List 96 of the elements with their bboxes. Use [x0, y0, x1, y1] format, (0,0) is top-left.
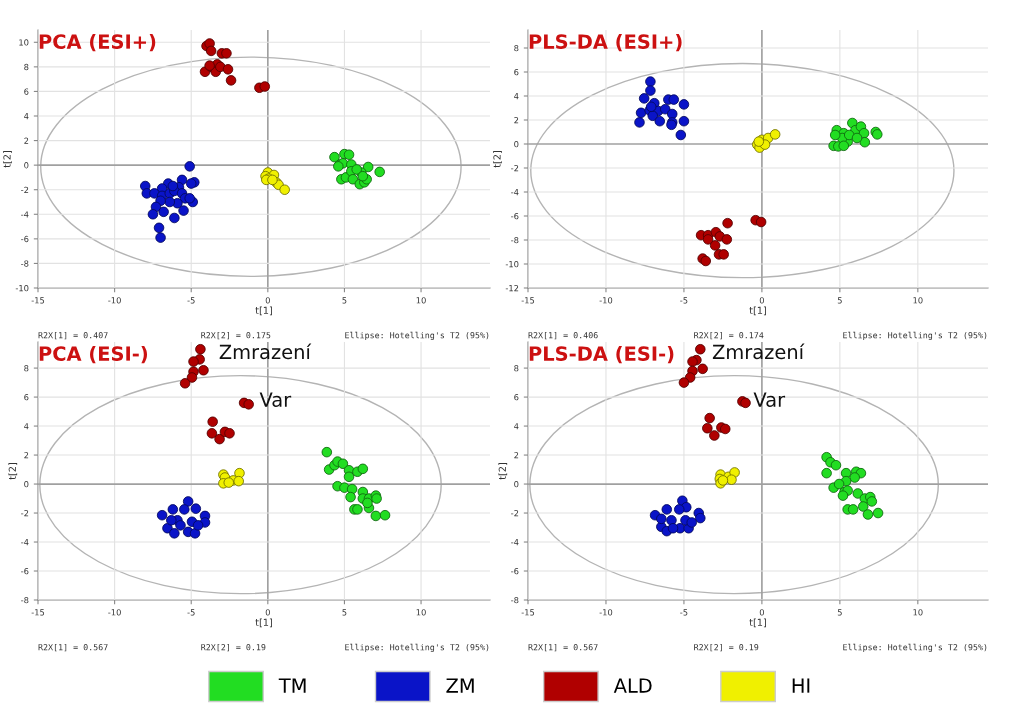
text: R2X[1] = 0.407: [38, 331, 108, 340]
x-tick-label: 0: [265, 609, 270, 616]
y-tick-label: 0: [514, 481, 519, 488]
y-tick-label: -4: [511, 539, 519, 546]
text: Ellipse: Hotelling's T2 (95%): [843, 643, 987, 653]
legend-label: ZM: [446, 678, 474, 693]
x-tick-label: -15: [521, 609, 535, 616]
annotation: Zmrazení: [712, 343, 805, 360]
y-tick-label: 6: [514, 394, 519, 401]
y-tick-label: -6: [511, 567, 519, 575]
x-tick-label: -5: [187, 609, 195, 616]
y-tick-label: -6: [511, 212, 519, 220]
y-tick-label: 2: [514, 452, 519, 459]
x-tick-label: 10: [913, 297, 923, 304]
x-tick-label: -10: [108, 609, 121, 616]
y-tick-label: -4: [511, 189, 519, 196]
y-tick-label: -6: [21, 235, 29, 243]
x-axis-title: t[1]: [255, 306, 272, 316]
x-tick-label: 10: [416, 297, 426, 304]
y-tick-label: -2: [21, 510, 29, 517]
text: Ellipse: Hotelling's T2 (95%): [345, 331, 489, 341]
y-tick-label: 8: [514, 365, 519, 372]
y-tick-label: 4: [24, 423, 29, 430]
y-tick-label: 0: [514, 140, 519, 148]
text: R2X[2] = 0.19: [201, 643, 266, 652]
x-tick-label: 0: [759, 609, 764, 616]
y-tick-label: 0: [24, 481, 29, 488]
y-tick-label: 2: [514, 116, 519, 124]
x-tick-label: 0: [759, 297, 764, 304]
x-tick-label: 10: [416, 609, 426, 616]
y-tick-label: 2: [24, 452, 29, 459]
y-tick-label: -8: [21, 260, 29, 267]
x-tick-label: -5: [187, 297, 195, 304]
y-tick-label: 4: [24, 113, 29, 120]
x-tick-label: 5: [342, 297, 347, 304]
x-tick-label: -15: [521, 297, 535, 304]
text: R2X[1] = 0.567: [528, 643, 598, 652]
chart-title: PLS-DA (ESI-): [529, 345, 674, 364]
x-tick-label: 10: [913, 609, 923, 616]
x-tick-label: -5: [680, 609, 688, 616]
x-tick-label: 5: [837, 297, 842, 304]
y-axis-title: t[2]: [8, 463, 18, 480]
chart-title: PCA (ESI+): [39, 33, 156, 52]
x-tick-label: -15: [31, 609, 45, 616]
y-tick-label: -8: [511, 596, 519, 604]
y-tick-label: -12: [505, 284, 519, 292]
x-tick-label: -10: [599, 609, 613, 616]
x-tick-label: 0: [265, 297, 270, 304]
annotation: Zmrazení: [219, 343, 312, 360]
y-tick-label: 4: [514, 423, 519, 430]
y-axis-title: t[2]: [3, 151, 12, 168]
x-tick-label: -10: [108, 297, 121, 304]
y-tick-label: -10: [505, 260, 519, 268]
y-tick-label: -6: [21, 567, 29, 575]
text: R2X[2] = 0.174: [694, 331, 764, 340]
y-tick-label: 8: [514, 44, 519, 52]
y-tick-label: -4: [21, 539, 29, 546]
legend-label: HI: [792, 678, 810, 693]
x-axis-title: t[1]: [255, 618, 272, 628]
text: R2X[2] = 0.175: [201, 331, 271, 340]
text: R2X[1] = 0.567: [38, 643, 108, 652]
x-tick-label: -5: [680, 297, 688, 304]
text: R2X[2] = 0.19: [694, 643, 759, 652]
annotation: Var: [753, 392, 786, 407]
y-tick-label: 0: [24, 162, 29, 169]
x-tick-label: 5: [342, 609, 347, 616]
x-tick-label: 5: [837, 609, 842, 616]
y-tick-label: 6: [514, 68, 519, 76]
annotation: Var: [259, 392, 292, 407]
y-tick-label: 4: [514, 93, 519, 100]
y-tick-label: 8: [24, 63, 29, 71]
text: R2X[1] = 0.406: [528, 331, 598, 340]
y-tick-label: 10: [19, 39, 29, 46]
x-axis-title: t[1]: [749, 618, 766, 628]
text: Ellipse: Hotelling's T2 (95%): [345, 643, 489, 653]
chart-title: PCA (ESI-): [39, 345, 148, 364]
y-tick-label: 2: [24, 137, 29, 144]
y-tick-label: -2: [511, 164, 519, 172]
y-tick-label: -8: [21, 596, 29, 604]
text: Ellipse: Hotelling's T2 (95%): [843, 331, 987, 341]
y-tick-label: -2: [511, 510, 519, 517]
y-axis-title: t[2]: [493, 151, 502, 168]
y-tick-label: 8: [24, 365, 29, 372]
legend-label: TM: [278, 678, 306, 693]
x-axis-title: t[1]: [749, 306, 766, 316]
y-tick-label: -2: [21, 186, 29, 193]
y-tick-label: 6: [24, 88, 29, 95]
y-axis-title: t[2]: [498, 463, 508, 480]
x-tick-label: -10: [599, 297, 613, 304]
y-tick-label: -4: [21, 211, 29, 218]
y-tick-label: -8: [511, 236, 519, 244]
chart-title: PLS-DA (ESI+): [529, 33, 682, 52]
x-tick-label: -15: [31, 297, 45, 304]
y-tick-label: 6: [24, 394, 29, 401]
legend-label: ALD: [613, 678, 652, 693]
y-tick-label: -10: [15, 284, 29, 292]
